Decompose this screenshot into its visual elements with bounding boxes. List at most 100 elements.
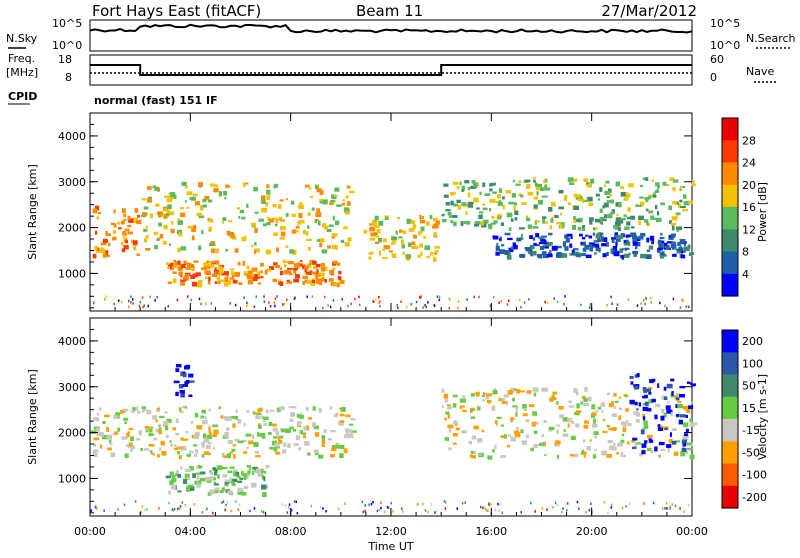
data-cell bbox=[691, 251, 694, 255]
scatter-cell bbox=[286, 298, 288, 302]
data-cell bbox=[675, 214, 678, 219]
data-cell bbox=[327, 438, 332, 441]
data-cell bbox=[306, 279, 312, 284]
data-cell bbox=[599, 187, 603, 192]
scatter-cell bbox=[457, 300, 460, 303]
data-cell bbox=[641, 450, 646, 455]
data-cell bbox=[346, 201, 351, 206]
data-cell bbox=[104, 250, 109, 256]
data-cell bbox=[124, 239, 128, 244]
data-cell bbox=[265, 249, 272, 255]
data-cell bbox=[180, 410, 184, 414]
data-cell bbox=[154, 245, 158, 250]
data-cell bbox=[205, 476, 211, 481]
data-cell bbox=[152, 185, 157, 189]
data-cell bbox=[322, 223, 327, 228]
data-cell bbox=[196, 475, 200, 480]
scatter-cell bbox=[210, 302, 213, 305]
data-cell bbox=[121, 208, 126, 214]
data-cell bbox=[616, 452, 620, 455]
data-cell bbox=[607, 439, 613, 444]
data-cell bbox=[638, 220, 641, 225]
data-cell bbox=[214, 281, 218, 284]
data-cell bbox=[453, 420, 458, 425]
noise-right-tick-top: 10^5 bbox=[710, 17, 740, 30]
data-cell bbox=[679, 199, 683, 203]
scatter-cell bbox=[461, 502, 464, 505]
data-cell bbox=[616, 213, 619, 216]
scatter-cell bbox=[499, 503, 501, 506]
data-cell bbox=[247, 440, 254, 445]
data-cell bbox=[684, 248, 690, 252]
data-cell bbox=[369, 237, 376, 241]
data-cell bbox=[647, 408, 652, 412]
data-cell bbox=[176, 229, 183, 235]
data-cell bbox=[575, 253, 579, 257]
data-cell bbox=[433, 217, 438, 222]
data-cell bbox=[169, 243, 172, 246]
data-cell bbox=[133, 245, 137, 250]
data-cell bbox=[642, 403, 647, 406]
data-cell bbox=[498, 188, 503, 193]
data-cell bbox=[609, 403, 614, 408]
data-cell bbox=[261, 199, 266, 204]
data-cell bbox=[384, 217, 389, 220]
data-cell bbox=[432, 225, 438, 229]
scatter-cell bbox=[237, 508, 240, 511]
data-cell bbox=[690, 382, 693, 385]
scatter-cell bbox=[378, 296, 380, 299]
data-cell bbox=[672, 179, 679, 183]
data-cell bbox=[237, 475, 241, 479]
data-cell bbox=[220, 415, 224, 419]
data-cell bbox=[450, 200, 454, 206]
data-cell bbox=[420, 226, 425, 232]
scatter-cell bbox=[288, 503, 291, 506]
xtick-label: 08:00 bbox=[275, 525, 307, 538]
data-cell bbox=[654, 446, 658, 452]
scatter-cell bbox=[425, 305, 428, 309]
scatter-cell bbox=[249, 509, 251, 513]
data-cell bbox=[481, 395, 486, 397]
data-cell bbox=[171, 475, 176, 478]
scatter-cell bbox=[284, 503, 287, 507]
data-cell bbox=[459, 398, 466, 403]
data-cell bbox=[474, 221, 481, 225]
data-cell bbox=[117, 427, 121, 432]
data-cell bbox=[163, 421, 169, 426]
data-cell bbox=[185, 486, 192, 492]
data-cell bbox=[391, 242, 396, 245]
mhz-label: [MHz] bbox=[6, 66, 38, 79]
data-cell bbox=[177, 473, 182, 478]
data-cell bbox=[261, 207, 267, 213]
data-cell bbox=[664, 242, 668, 246]
data-cell bbox=[287, 267, 293, 270]
data-cell bbox=[513, 202, 518, 206]
data-cell bbox=[643, 420, 648, 426]
data-cell bbox=[584, 420, 589, 424]
data-cell bbox=[191, 196, 196, 201]
data-cell bbox=[583, 439, 586, 443]
data-cell bbox=[581, 449, 585, 455]
scatter-cell bbox=[310, 504, 312, 508]
data-cell bbox=[558, 206, 564, 210]
data-cell bbox=[679, 394, 685, 398]
data-cell bbox=[668, 439, 673, 444]
data-cell bbox=[612, 246, 618, 251]
data-cell bbox=[239, 477, 243, 480]
data-cell bbox=[670, 243, 677, 248]
data-cell bbox=[266, 189, 271, 195]
data-cell bbox=[473, 197, 479, 203]
data-cell bbox=[516, 237, 522, 242]
data-cell bbox=[333, 260, 338, 264]
colorbar-segment bbox=[722, 273, 738, 297]
data-cell bbox=[541, 195, 548, 198]
data-cell bbox=[449, 192, 456, 195]
data-cell bbox=[525, 419, 530, 423]
data-cell bbox=[463, 221, 467, 224]
data-cell bbox=[299, 414, 305, 419]
data-cell bbox=[191, 235, 195, 241]
scatter-cell bbox=[263, 295, 265, 298]
scatter-cell bbox=[643, 502, 645, 505]
data-cell bbox=[335, 413, 338, 416]
data-cell bbox=[121, 241, 124, 246]
